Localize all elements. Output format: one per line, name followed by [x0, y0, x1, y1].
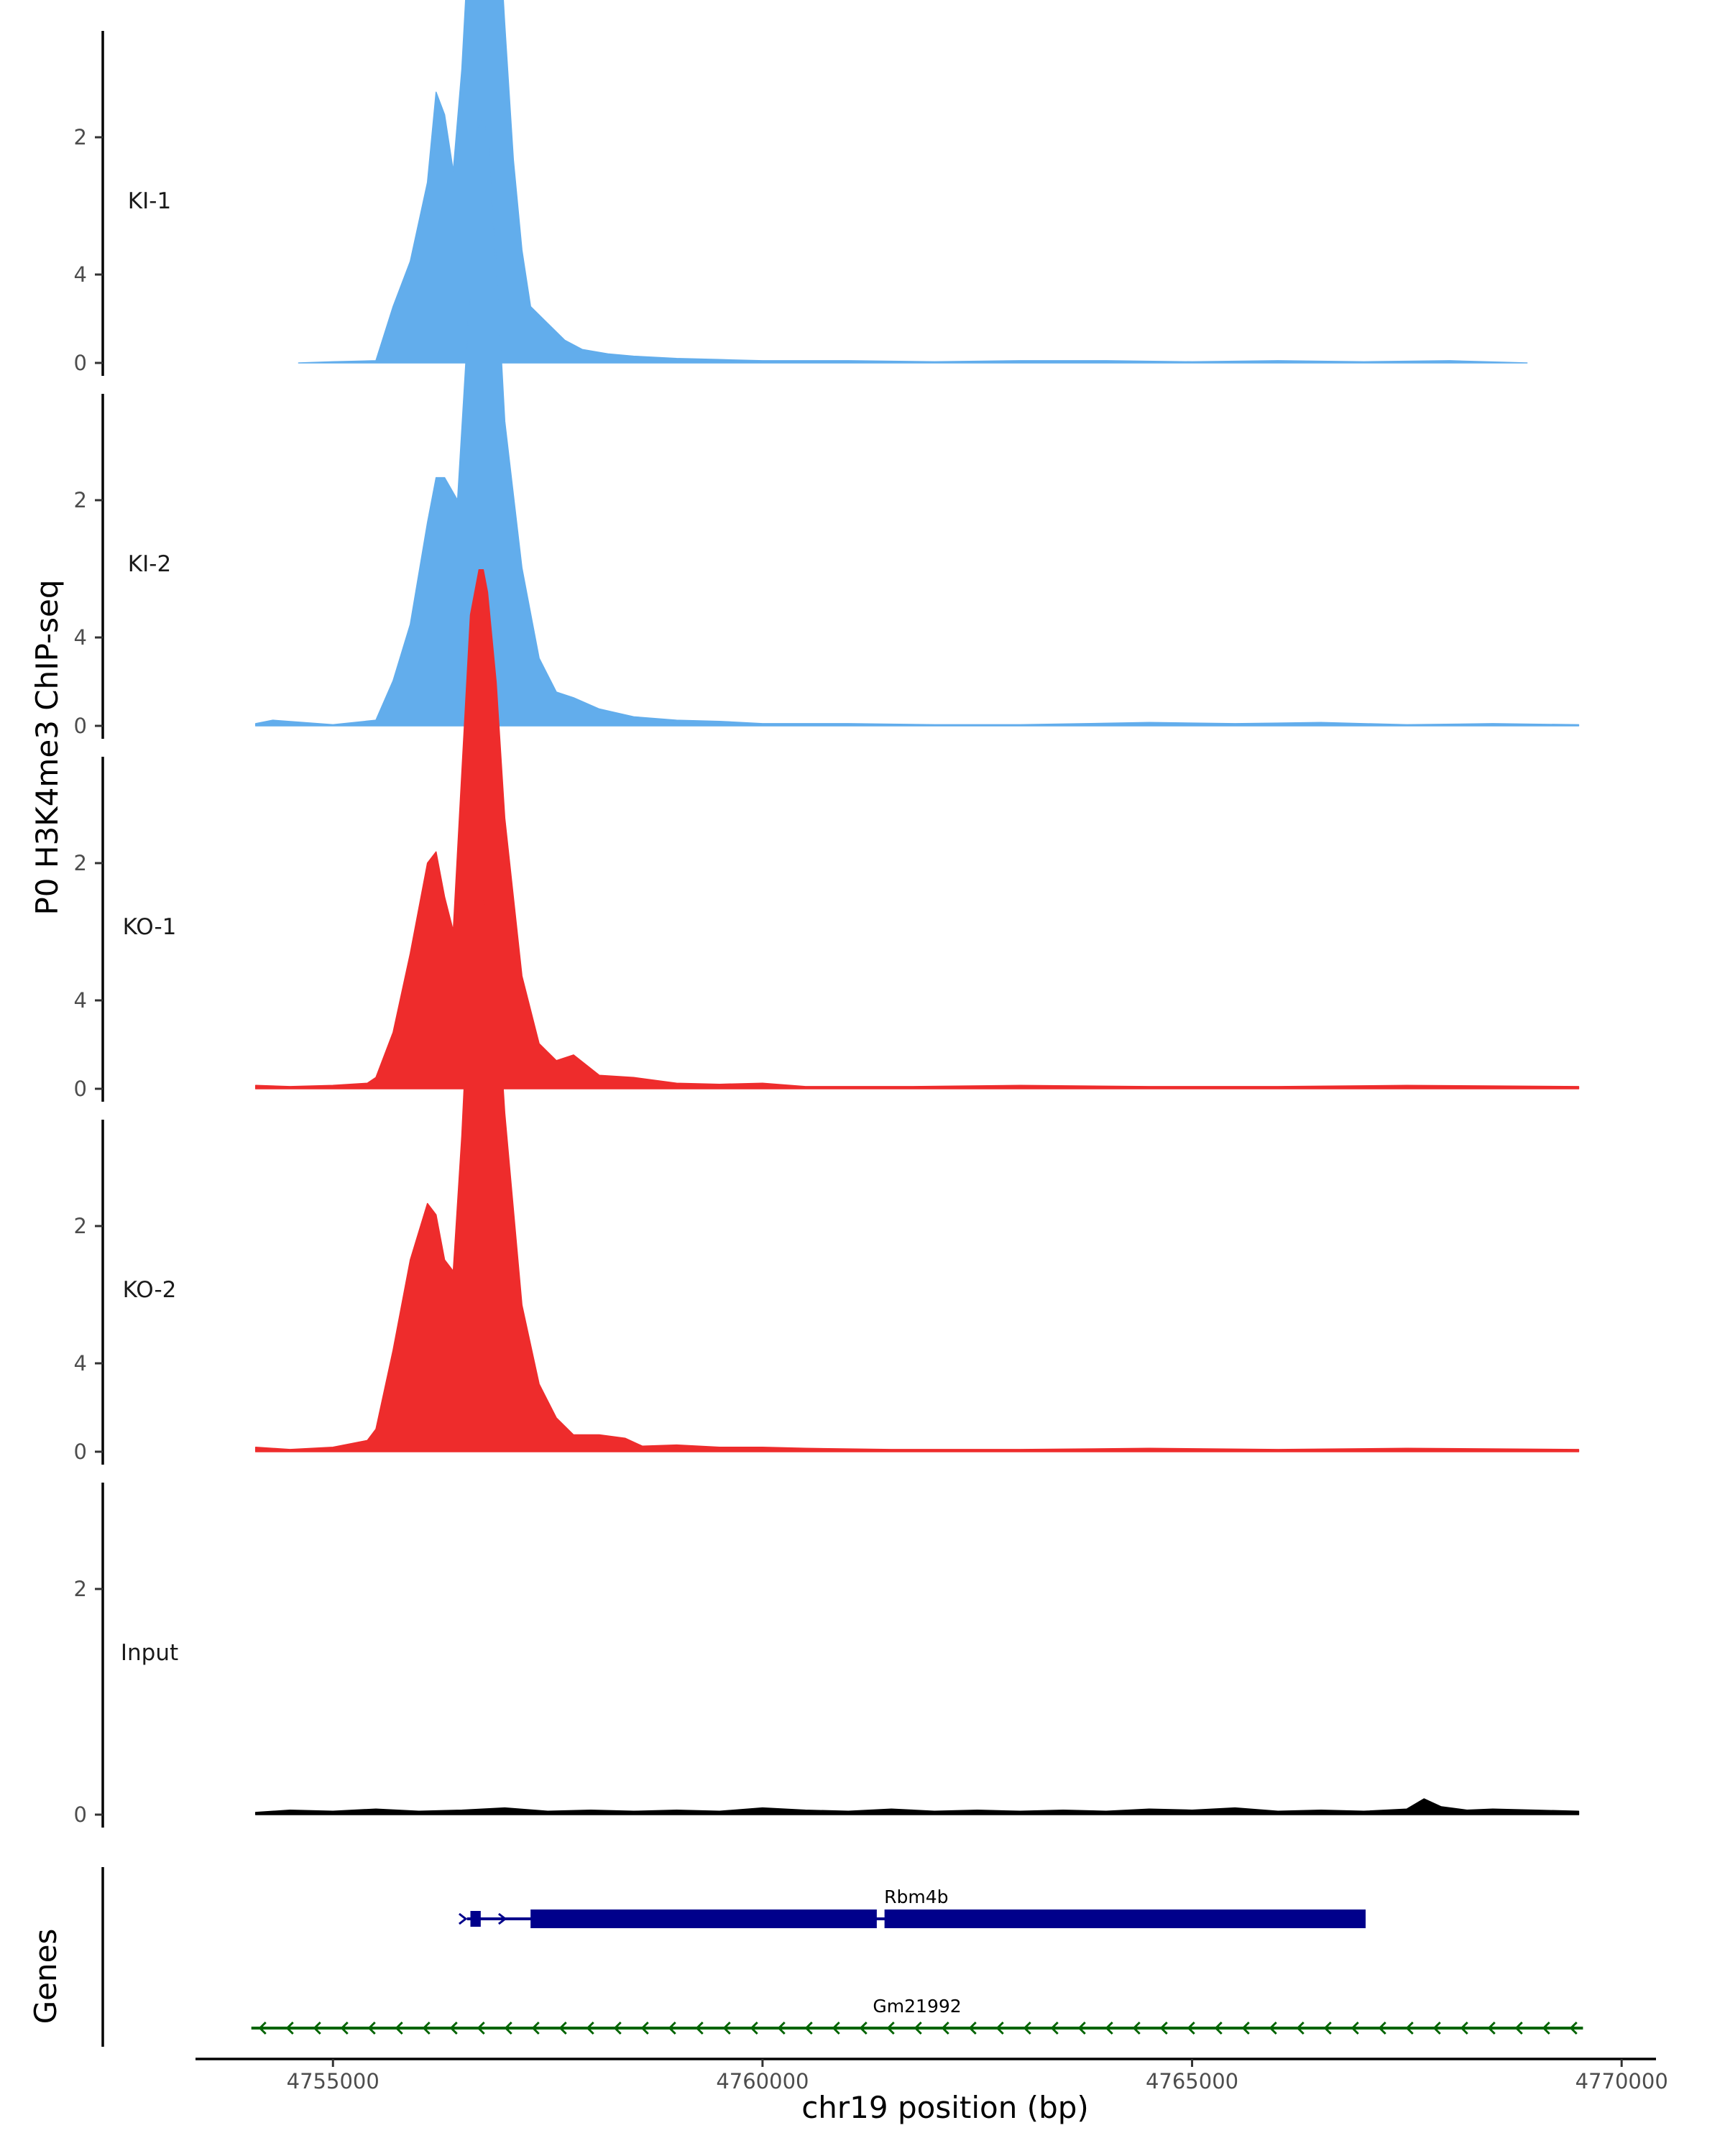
track-panel: 0 2 4 KO-2 [74, 898, 1580, 1465]
strand-arrow [1187, 2021, 1195, 2035]
strand-arrow [558, 2021, 567, 2035]
x-tick-label: 4770000 [1576, 2069, 1668, 2093]
strand-arrow [750, 2021, 758, 2035]
strand-arrow [1542, 2021, 1550, 2035]
strand-arrow [804, 2021, 813, 2035]
gene-model: Rbm4b [459, 1886, 1366, 1928]
strand-arrow [258, 2021, 267, 2035]
exon-block [470, 1911, 481, 1927]
y-tick-label: 4 [74, 1351, 87, 1376]
strand-arrow [1269, 2021, 1277, 2035]
strand-arrow [722, 2021, 731, 2035]
y-tick-label: 2 [74, 488, 87, 512]
strand-arrow [1105, 2021, 1113, 2035]
strand-arrow [1159, 2021, 1168, 2035]
track-panel: 0 2 4 KO-1 [74, 569, 1580, 1102]
track-label: Input [121, 1640, 178, 1666]
genes-panel: Genes Rbm4b Gm21992 [28, 1867, 1583, 2047]
strand-arrow [285, 2021, 294, 2035]
x-axis-title: chr19 position (bp) [801, 2090, 1089, 2125]
y-tick-label: 4 [74, 262, 87, 287]
strand-arrow [777, 2021, 786, 2035]
track-panel: 0 2 4 Input [74, 1351, 1580, 1828]
strand-arrow [995, 2021, 1004, 2035]
strand-arrow [1569, 2021, 1578, 2035]
strand-arrow [395, 2021, 403, 2035]
strand-arrow [1214, 2021, 1223, 2035]
gene-label: Rbm4b [884, 1886, 948, 1907]
strand-arrow [640, 2021, 649, 2035]
strand-arrow [1487, 2021, 1496, 2035]
strand-arrow [531, 2021, 540, 2035]
y-tick-label: 0 [74, 714, 87, 738]
strand-arrow [1296, 2021, 1305, 2035]
strand-arrow [497, 1912, 507, 1925]
y-tick-label: 2 [74, 125, 87, 149]
strand-arrow [914, 2021, 922, 2035]
signal-area [254, 898, 1580, 1452]
track-label: KO-1 [123, 914, 177, 940]
strand-arrow [1460, 2021, 1468, 2035]
strand-arrow [1432, 2021, 1441, 2035]
y-tick-label: 2 [74, 1577, 87, 1601]
track-label: KI-1 [128, 188, 171, 214]
strand-arrow [832, 2021, 840, 2035]
strand-arrow [1378, 2021, 1386, 2035]
strand-arrow [1132, 2021, 1141, 2035]
track-panel: 0 2 4 KI-1 [74, 0, 1528, 376]
strand-arrow [586, 2021, 594, 2035]
strand-arrow [459, 1912, 468, 1925]
x-tick-label: 4760000 [716, 2069, 809, 2093]
strand-arrow [968, 2021, 977, 2035]
signal-area [254, 1798, 1580, 1815]
strand-arrow [1023, 2021, 1031, 2035]
track-label: KI-2 [128, 551, 171, 577]
strand-arrow [695, 2021, 704, 2035]
strand-arrow [1351, 2021, 1359, 2035]
strand-arrow [941, 2021, 949, 2035]
strand-arrow [886, 2021, 895, 2035]
track-panel: 0 2 4 KI-2 [74, 104, 1580, 739]
x-axis: chr19 position (bp) 4755000 4760000 476500… [196, 2058, 1668, 2125]
y-tick-label: 0 [74, 1077, 87, 1101]
strand-arrow [313, 2021, 321, 2035]
y-tick-label: 0 [74, 351, 87, 375]
track-label: KO-2 [123, 1277, 177, 1303]
strand-arrow [1514, 2021, 1523, 2035]
strand-arrow [340, 2021, 349, 2035]
strand-arrow [449, 2021, 458, 2035]
strand-arrow [1050, 2021, 1059, 2035]
strand-arrow [367, 2021, 376, 2035]
y-tick-label: 4 [74, 988, 87, 1013]
strand-arrow [422, 2021, 431, 2035]
y-tick-label: 0 [74, 1439, 87, 1464]
strand-arrow [668, 2021, 676, 2035]
gene-model: Gm21992 [251, 1996, 1583, 2035]
x-tick-label: 4765000 [1146, 2069, 1238, 2093]
y-axis-title: P0 H3K4me3 ChIP-seq [29, 579, 65, 915]
strand-arrow [477, 2021, 485, 2035]
y-tick-label: 0 [74, 1802, 87, 1827]
exon-block [530, 1909, 877, 1928]
x-tick-label: 4755000 [287, 2069, 380, 2093]
y-tick-label: 4 [74, 625, 87, 650]
strand-arrow [859, 2021, 868, 2035]
y-tick-label: 2 [74, 1214, 87, 1238]
y-tick-label: 2 [74, 851, 87, 875]
strand-arrow [1077, 2021, 1086, 2035]
strand-arrow [1323, 2021, 1332, 2035]
strand-arrow [613, 2021, 622, 2035]
strand-arrow [504, 2021, 512, 2035]
genes-panel-title: Genes [28, 1929, 63, 2024]
exon-block [884, 1909, 1366, 1928]
strand-arrow [1241, 2021, 1250, 2035]
strand-arrow [1405, 2021, 1414, 2035]
gene-label: Gm21992 [873, 1996, 961, 2017]
